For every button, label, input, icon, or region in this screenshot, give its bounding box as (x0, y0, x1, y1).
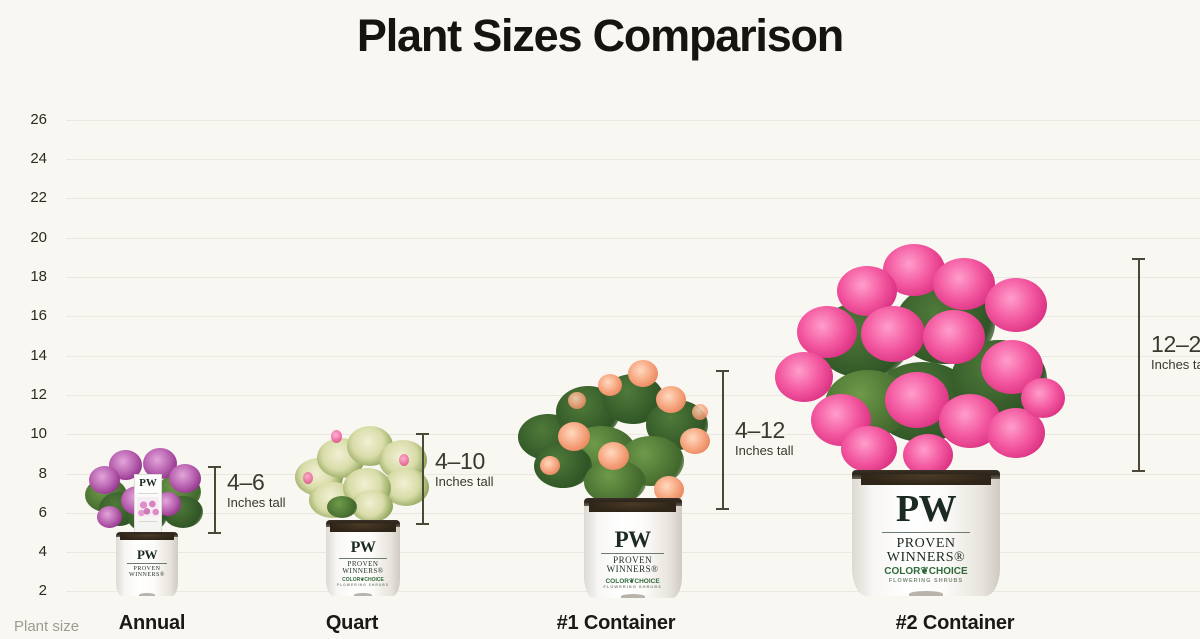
plant-container1: PW PROVEN WINNERS® COLOR❦CHOICE FLOWERIN… (505, 360, 725, 598)
pot-brand-label: PW (137, 547, 157, 562)
x-tick-quart: Quart (325, 612, 379, 634)
y-tick-18: 18 (30, 268, 47, 285)
measure-units-container1: Inches tall (735, 443, 794, 458)
measure-range-container2: 12–24 (1151, 331, 1200, 357)
plant-annual: PW PW PROVEN WINNERS® (72, 448, 222, 596)
x-tick-container-1: #1 Container (556, 612, 676, 634)
pot-proven-label: PROVEN (613, 555, 653, 565)
pot-colorchoice-badge: COLOR❦CHOICE (605, 578, 660, 585)
gridline-14 (66, 356, 1200, 357)
pot-winners-label: WINNERS® (129, 572, 165, 578)
pot-proven-label: PROVEN (347, 560, 379, 568)
tag-swatch (137, 497, 159, 517)
y-tick-16: 16 (30, 307, 47, 324)
y-tick-24: 24 (30, 150, 47, 167)
bud-blob (568, 392, 586, 409)
bloom-blob (903, 434, 953, 476)
annual-canopy (83, 448, 211, 540)
bloom-blob (861, 306, 925, 362)
bloom-blob (885, 372, 949, 428)
pot-quart: PW PROVEN WINNERS® COLOR❦CHOICE FLOWERIN… (326, 520, 400, 596)
bloom-blob (923, 310, 985, 364)
bloom-blob (540, 456, 560, 475)
bloom-blob (628, 360, 658, 387)
plant-container2: PW PROVEN WINNERS® COLOR❦CHOICE FLOWERIN… (770, 244, 1070, 596)
gridline-22 (66, 198, 1200, 199)
y-axis: 26 24 22 20 18 16 14 12 10 8 6 4 2 (0, 100, 66, 600)
pot-container1: PW PROVEN WINNERS® COLOR❦CHOICE FLOWERIN… (583, 498, 682, 598)
bloom-blob (598, 374, 622, 396)
measure-range-quart: 4–10 (435, 448, 485, 474)
y-tick-6: 6 (38, 504, 47, 521)
pot-annual: PW PROVEN WINNERS® (116, 532, 178, 596)
leaf-blob (351, 490, 393, 522)
x-tick-container-2: #2 Container (895, 612, 1015, 634)
bloom-blob (558, 422, 590, 451)
pot-colorchoice-badge: COLOR❦CHOICE (884, 566, 968, 577)
bloom-blob (97, 506, 122, 528)
quart-canopy (295, 424, 431, 528)
bloom-blob (656, 386, 686, 413)
leaf-blob (327, 496, 357, 518)
bloom-blob (89, 466, 120, 494)
gridline-18 (66, 277, 1200, 278)
pot-proven-label: PROVEN (133, 566, 161, 572)
gridline-10 (66, 434, 1200, 435)
container1-canopy (510, 360, 720, 510)
bud-blob (331, 430, 342, 443)
bloom-blob (775, 352, 833, 402)
pot-brand-label: PW (895, 488, 957, 530)
pot-colorchoice-sub: FLOWERING SHRUBS (888, 577, 964, 584)
bloom-blob (598, 442, 629, 470)
container2-canopy (775, 244, 1065, 482)
pot-brand-label: PW (350, 539, 376, 556)
axis-label-plant-size: Plant size (14, 618, 80, 635)
bloom-blob (1021, 378, 1065, 418)
measure-units-annual: Inches tall (227, 495, 286, 510)
pot-winners-label: WINNERS® (342, 567, 384, 575)
bloom-blob (985, 278, 1047, 332)
tag-brand-label: PW (139, 477, 157, 489)
page-title: Plant Sizes Comparison (356, 10, 844, 61)
pot-colorchoice-sub: FLOWERING SHRUBS (337, 582, 389, 587)
gridline-16 (66, 316, 1200, 317)
x-axis: Plant size Annual Quart #1 Container #2 … (0, 604, 1200, 639)
measure-range-annual: 4–6 (227, 469, 265, 495)
pot-winners-label: WINNERS® (886, 550, 966, 565)
measure-units-quart: Inches tall (435, 474, 494, 489)
bud-blob (399, 454, 409, 466)
bloom-blob (680, 428, 710, 454)
pot-winners-label: WINNERS® (606, 564, 659, 574)
y-tick-12: 12 (30, 386, 47, 403)
bud-blob (692, 404, 708, 420)
bloom-blob (169, 464, 201, 493)
gridline-20 (66, 238, 1200, 239)
y-tick-10: 10 (30, 425, 47, 442)
gridline-24 (66, 159, 1200, 160)
pot-colorchoice-badge: COLOR❦CHOICE (342, 577, 384, 583)
y-tick-20: 20 (30, 229, 47, 246)
plant-tag-annual: PW (134, 474, 162, 536)
y-tick-14: 14 (30, 347, 47, 364)
plant-quart: PW PROVEN WINNERS® COLOR❦CHOICE FLOWERIN… (288, 424, 438, 596)
pot-proven-label: PROVEN (896, 536, 956, 551)
measure-range-container1: 4–12 (735, 417, 785, 443)
bud-blob (303, 472, 313, 484)
bloom-blob (933, 258, 995, 310)
bloom-blob (797, 306, 857, 358)
pot-colorchoice-sub: FLOWERING SHRUBS (603, 584, 662, 590)
y-tick-4: 4 (38, 543, 47, 560)
y-tick-8: 8 (38, 465, 47, 482)
y-tick-22: 22 (30, 189, 47, 206)
pot-brand-label: PW (614, 527, 652, 552)
pot-container2: PW PROVEN WINNERS® COLOR❦CHOICE FLOWERIN… (852, 470, 1000, 596)
y-tick-26: 26 (30, 111, 47, 128)
measure-units-container2: Inches tall (1151, 357, 1200, 372)
y-tick-2: 2 (38, 582, 47, 599)
x-tick-annual: Annual (118, 612, 186, 634)
gridline-26 (66, 120, 1200, 121)
bloom-blob (841, 426, 897, 472)
